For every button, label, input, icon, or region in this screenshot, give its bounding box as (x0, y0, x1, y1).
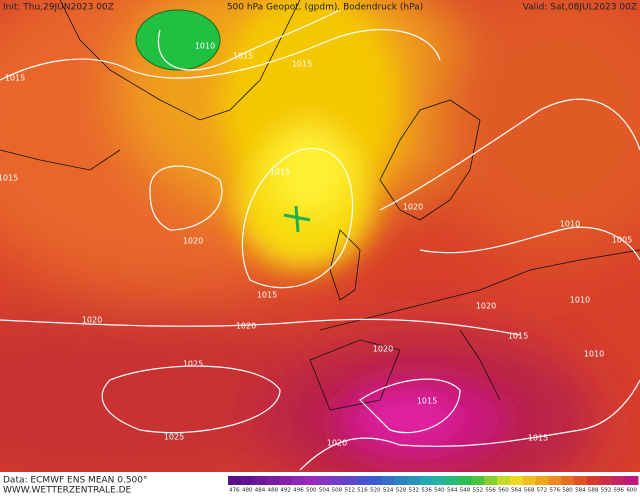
color-swatch (368, 476, 383, 485)
color-scale-label: 548 (460, 488, 471, 494)
color-swatch (292, 476, 306, 485)
color-scale-label: 528 (396, 488, 407, 494)
color-scale-label: 584 (575, 488, 586, 494)
isobar-label: 1005 (612, 236, 632, 245)
color-swatch (420, 476, 434, 485)
valid-time: Valid: Sat,08JUL2023 00Z (523, 3, 637, 13)
color-swatch (304, 476, 319, 485)
color-swatch (381, 476, 396, 485)
color-swatch (407, 476, 421, 485)
color-scale-label: 504 (319, 488, 330, 494)
color-scale-label: 496 (293, 488, 304, 494)
color-scale-label: 520 (370, 488, 381, 494)
isobar-label: 1020 (82, 316, 102, 325)
isobar-label: 1020 (327, 439, 347, 448)
color-scale-label: 540 (434, 488, 445, 494)
color-scale-label: 592 (601, 488, 612, 494)
isobar-label: 1010 (195, 42, 215, 51)
color-swatch (458, 476, 472, 485)
isobar-label: 1015 (233, 52, 253, 61)
color-swatch (228, 476, 242, 485)
color-swatch (599, 476, 613, 485)
isobar-label: 1020 (403, 203, 423, 212)
color-scale-label: 560 (498, 488, 509, 494)
color-swatch (625, 476, 639, 485)
color-swatch (484, 476, 498, 485)
isobar-label: 1020 (236, 322, 256, 331)
color-swatch (612, 476, 626, 485)
color-scale-label: 532 (409, 488, 420, 494)
site-name: WWW.WETTERZENTRALE.DE (3, 486, 132, 496)
isobar-label: 1015 (0, 174, 18, 183)
color-swatch (279, 476, 293, 485)
color-scale-label: 572 (537, 488, 548, 494)
color-swatch (330, 476, 344, 485)
color-scale-label: 484 (255, 488, 266, 494)
isobar-label: 1015 (257, 291, 277, 300)
color-scale-label: 500 (306, 488, 317, 494)
map-title: 500 hPa Geopot. (gpdm), Bodendruck (hPa) (227, 3, 423, 13)
isobar-label: 1010 (560, 220, 580, 229)
data-source: Data: ECMWF ENS MEAN 0.500° (3, 476, 148, 486)
isobar-labels: 1010 1015 1015 1015 1015 1015 1020 1020 … (0, 42, 632, 448)
isobar-label: 1025 (164, 433, 184, 442)
isobar-label: 1015 (508, 332, 528, 341)
color-swatch (240, 476, 255, 485)
color-scale-label: 512 (344, 488, 355, 494)
color-scale-label: 556 (485, 488, 496, 494)
color-scale-label: 596 (614, 488, 625, 494)
color-swatch (586, 476, 601, 485)
isobar-label: 1020 (476, 302, 496, 311)
isobar-label: 1020 (183, 237, 203, 246)
isobar-label: 1015 (5, 74, 25, 83)
color-scale-label: 492 (280, 488, 291, 494)
color-swatch (445, 476, 460, 485)
color-swatch (317, 476, 331, 485)
color-swatch (394, 476, 408, 485)
color-scale-label: 564 (511, 488, 522, 494)
color-scale-label: 524 (383, 488, 394, 494)
color-scale-label: 580 (562, 488, 573, 494)
color-swatch (522, 476, 536, 485)
init-time: Init: Thu,29JUN2023 00Z (3, 3, 114, 13)
color-scale-label: 576 (549, 488, 560, 494)
color-swatch (343, 476, 357, 485)
color-scale: 476 480 484 488 492 496 500 504 508 512 516 520 524 5… (228, 476, 639, 494)
isobar-label: 1015 (417, 397, 437, 406)
isobar-label: 1010 (584, 350, 604, 359)
isobar-label: 1015 (292, 60, 312, 69)
color-scale-label: 588 (588, 488, 599, 494)
isobar-label: 1020 (373, 345, 393, 354)
color-swatch (548, 476, 562, 485)
color-scale-label: 516 (357, 488, 368, 494)
color-swatch (509, 476, 524, 485)
color-swatch (253, 476, 267, 485)
color-swatch (356, 476, 370, 485)
color-scale-label: 488 (268, 488, 279, 494)
color-swatch (535, 476, 549, 485)
color-swatch (573, 476, 588, 485)
isobar-label: 1025 (183, 360, 203, 369)
color-scale-label: 544 (447, 488, 458, 494)
color-scale-label: 476 (229, 488, 240, 494)
isobar-label: 1010 (570, 296, 590, 305)
color-swatch (266, 476, 280, 485)
color-scale-label: 568 (524, 488, 535, 494)
color-scale-label: 480 (242, 488, 253, 494)
color-scale-label: 552 (473, 488, 484, 494)
color-swatch (561, 476, 575, 485)
isobar-label: 1015 (528, 434, 548, 443)
color-scale-label: 508 (332, 488, 343, 494)
color-scale-label: 600 (626, 488, 637, 494)
color-swatch (497, 476, 511, 485)
color-swatch (471, 476, 485, 485)
color-scale-label: 536 (421, 488, 432, 494)
color-swatch (433, 476, 447, 485)
isobar-label: 1015 (270, 168, 290, 177)
